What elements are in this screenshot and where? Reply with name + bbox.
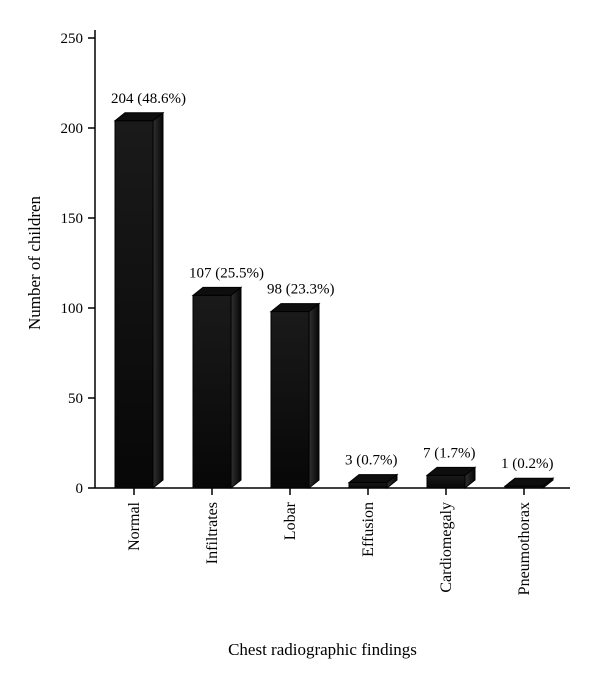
bar-value-label: 1 (0.2%) <box>501 456 554 472</box>
y-tick-label: 250 <box>61 31 84 47</box>
y-axis-title: Number of children <box>25 195 44 330</box>
bar-value-label: 7 (1.7%) <box>423 445 476 461</box>
bar <box>271 312 309 488</box>
x-tick-label: Pneumothorax <box>516 502 533 595</box>
x-tick-label: Infiltrates <box>204 502 221 564</box>
x-tick-labels: Normal Infiltrates Lobar Effusion Cardiomega… <box>126 501 533 595</box>
bar <box>427 475 465 488</box>
bar-chart: 0 50 100 150 200 250 Normal Infiltrates Lobar Ef… <box>0 0 600 679</box>
y-tick-label: 50 <box>68 391 83 407</box>
bar <box>193 295 231 488</box>
bar <box>349 483 387 488</box>
bar-value-label: 3 (0.7%) <box>345 453 398 469</box>
bar <box>505 486 543 488</box>
x-axis-title: Chest radiographic findings <box>228 640 417 659</box>
y-tick-label: 200 <box>61 121 84 137</box>
bar-side <box>309 304 319 488</box>
bar-side <box>153 113 163 488</box>
bar-value-label: 204 (48.6%) <box>111 91 186 107</box>
x-tick-label: Cardiomegaly <box>438 502 455 593</box>
x-tick-label: Normal <box>126 501 143 550</box>
bar-side <box>231 287 241 488</box>
bar-value-label: 98 (23.3%) <box>267 282 335 298</box>
y-tick-label: 100 <box>61 301 84 317</box>
bar-value-label: 107 (25.5%) <box>189 265 264 281</box>
y-tick-label: 0 <box>76 481 84 497</box>
y-tick-labels: 0 50 100 150 200 250 <box>61 31 84 497</box>
bar <box>115 121 153 488</box>
x-tick-label: Lobar <box>282 501 299 540</box>
y-tick-label: 150 <box>61 211 84 227</box>
bars <box>115 113 553 488</box>
value-labels: 204 (48.6%) 107 (25.5%)98 (23.3%) 3 (0.7%)… <box>111 91 554 472</box>
x-tick-label: Effusion <box>360 502 377 557</box>
